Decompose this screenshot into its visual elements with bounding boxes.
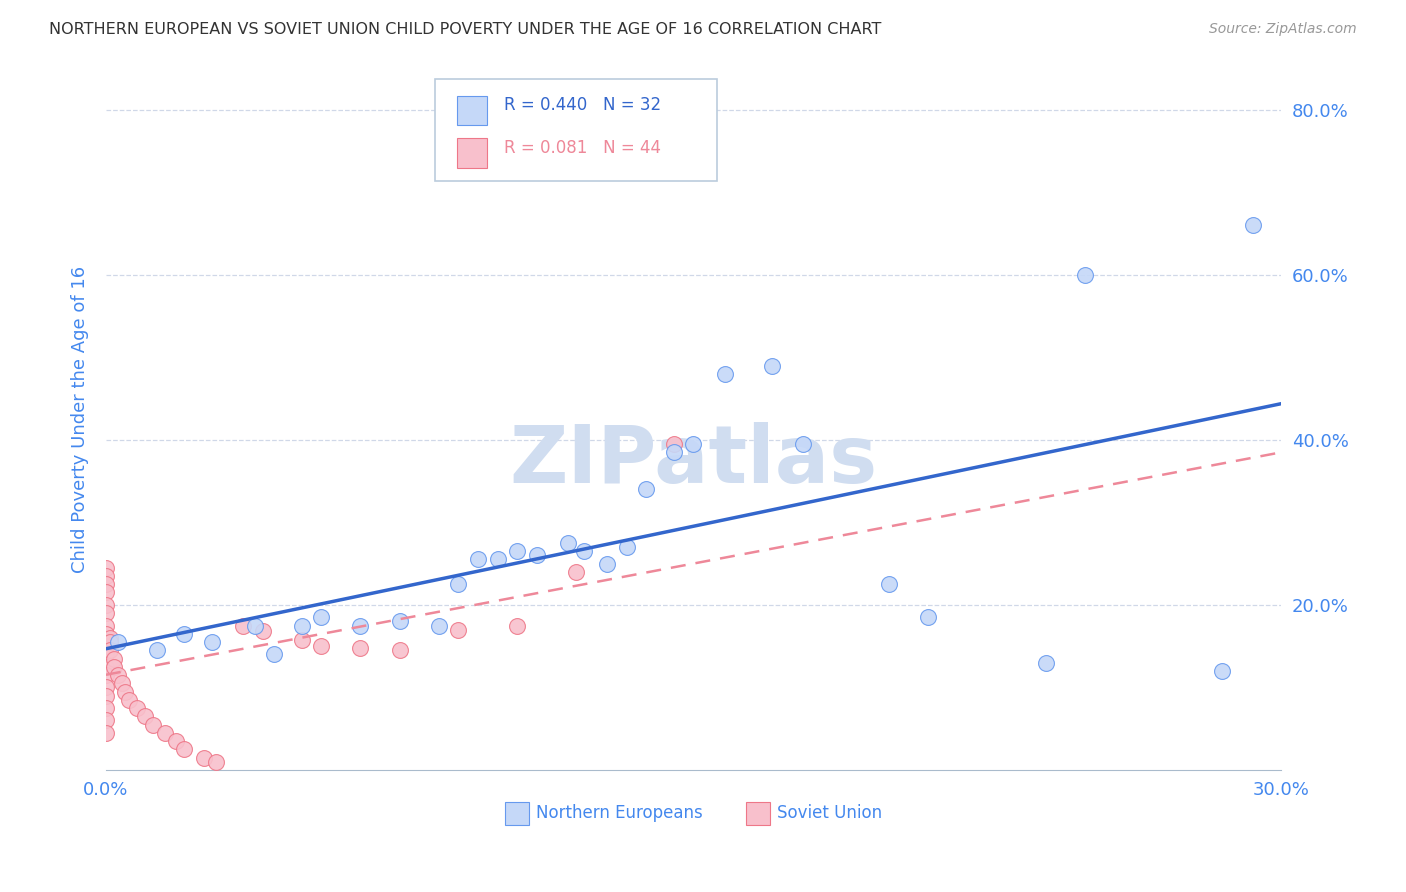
Point (193, 750, 215, 764)
Point (1035, 656, 1057, 670)
Point (118, 692, 141, 706)
Text: ZIPatlas: ZIPatlas (509, 422, 877, 500)
Point (142, 717, 165, 731)
Point (311, 639, 333, 653)
Point (243, 618, 266, 632)
Point (165, 734, 187, 748)
Point (127, 701, 149, 715)
Text: R = 0.081   N = 44: R = 0.081 N = 44 (505, 139, 661, 157)
Y-axis label: Child Poverty Under the Age of 16: Child Poverty Under the Age of 16 (72, 266, 89, 573)
Point (94, 585, 117, 599)
FancyBboxPatch shape (747, 802, 769, 824)
Point (107, 635, 129, 649)
Point (173, 626, 195, 640)
Point (110, 676, 132, 690)
Point (94, 689, 117, 703)
Point (311, 610, 333, 624)
Point (94, 618, 117, 632)
Text: Source: ZipAtlas.com: Source: ZipAtlas.com (1209, 22, 1357, 37)
Point (153, 725, 176, 739)
Point (447, 623, 470, 637)
Point (103, 651, 125, 665)
Point (1241, 219, 1264, 233)
Point (291, 632, 314, 647)
Point (917, 610, 939, 624)
Point (388, 615, 411, 629)
Point (146, 643, 169, 657)
Point (596, 557, 619, 571)
Point (616, 540, 638, 554)
Point (486, 552, 509, 566)
Point (173, 742, 195, 756)
Point (877, 577, 900, 591)
Point (94, 725, 117, 739)
FancyBboxPatch shape (505, 802, 529, 824)
Point (98, 643, 121, 657)
Point (252, 624, 274, 639)
Point (291, 618, 314, 632)
Point (94, 701, 117, 715)
Point (204, 755, 226, 769)
Point (94, 639, 117, 653)
FancyBboxPatch shape (457, 138, 486, 168)
Point (114, 684, 136, 698)
Text: Soviet Union: Soviet Union (776, 805, 882, 822)
Point (506, 618, 529, 632)
Point (572, 544, 595, 558)
Point (1211, 664, 1233, 678)
Point (506, 544, 529, 558)
Point (682, 437, 704, 451)
Point (467, 552, 489, 566)
Point (98, 631, 121, 645)
Point (636, 483, 658, 497)
Point (427, 618, 450, 632)
Point (662, 445, 685, 459)
Point (263, 648, 285, 662)
Point (94, 681, 117, 695)
Point (94, 606, 117, 620)
Text: Northern Europeans: Northern Europeans (536, 805, 703, 822)
Point (447, 577, 470, 591)
FancyBboxPatch shape (457, 95, 486, 125)
Point (134, 709, 156, 723)
Point (94, 668, 117, 682)
Point (201, 635, 224, 649)
Text: NORTHERN EUROPEAN VS SOVIET UNION CHILD POVERTY UNDER THE AGE OF 16 CORRELATION : NORTHERN EUROPEAN VS SOVIET UNION CHILD … (49, 22, 882, 37)
Point (388, 643, 411, 657)
Point (107, 668, 129, 682)
Point (526, 549, 548, 563)
Point (94, 577, 117, 591)
Point (662, 437, 685, 451)
Point (761, 359, 783, 373)
Text: R = 0.440   N = 32: R = 0.440 N = 32 (505, 96, 661, 114)
Point (557, 536, 579, 550)
FancyBboxPatch shape (434, 79, 717, 181)
Point (94, 659, 117, 673)
Point (94, 569, 117, 583)
Point (94, 560, 117, 574)
Point (98, 635, 121, 649)
Point (103, 659, 125, 673)
Point (792, 437, 814, 451)
Point (1074, 268, 1097, 282)
Point (94, 714, 117, 728)
Point (713, 367, 735, 381)
Point (94, 648, 117, 662)
Point (349, 640, 371, 655)
Point (94, 598, 117, 612)
Point (565, 565, 588, 579)
Point (232, 618, 254, 632)
Point (349, 618, 371, 632)
Point (94, 626, 117, 640)
